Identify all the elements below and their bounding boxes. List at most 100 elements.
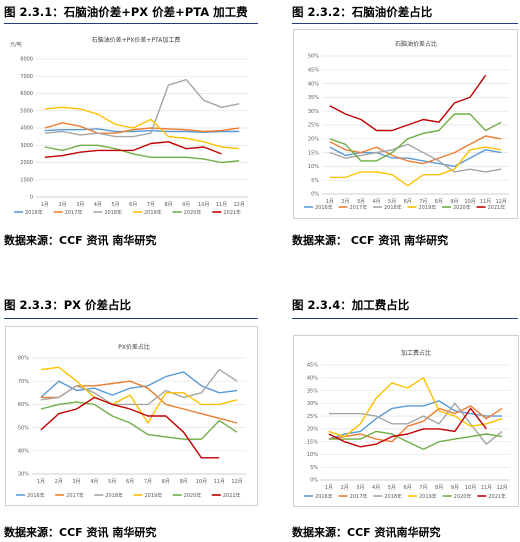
- y-tick-label: 60%: [18, 402, 29, 408]
- x-tick-label: 11月: [480, 199, 491, 205]
- x-tick-label: 10月: [196, 479, 207, 485]
- x-tick-label: 2月: [341, 199, 349, 205]
- x-tick-label: 7月: [147, 202, 155, 208]
- series-line-2018年: [44, 79, 240, 138]
- y-tick-label: 35%: [308, 95, 319, 101]
- legend-label: 2019年: [145, 492, 163, 499]
- x-tick-label: 3月: [357, 199, 365, 205]
- legend-label: 2016年: [315, 204, 333, 211]
- series-line-2016年: [40, 371, 238, 398]
- legend-label: 2020年: [454, 493, 472, 500]
- y-tick-label: 10%: [307, 452, 318, 458]
- series-line-2016年: [44, 128, 240, 134]
- series-line-2020年: [329, 113, 502, 162]
- legend-label: 2018年: [384, 204, 402, 211]
- legend-label: 2017年: [350, 204, 368, 211]
- y-tick-label: 2000: [20, 160, 33, 166]
- x-tick-label: 9月: [450, 199, 458, 205]
- x-tick-label: 1月: [37, 479, 45, 485]
- y-tick-label: 40%: [308, 81, 319, 87]
- chart-3: PX价差占比 30% 40% 50% 60% 70% 80% 1月 2月 3月 4月 5月 6月 7月 8月…: [16, 343, 246, 499]
- legend-label: 2021年: [223, 209, 241, 216]
- series-line-2017年: [44, 122, 240, 134]
- x-tick-label: 9月: [451, 485, 459, 491]
- x-tick-label: 8月: [435, 199, 443, 205]
- x-tick-label: 11月: [216, 202, 227, 208]
- data-source-3: 数据来源：CCF 资讯 南华研究: [4, 526, 157, 539]
- y-tick-label: 80%: [18, 356, 29, 362]
- x-tick-label: 9月: [179, 479, 187, 485]
- y-tick-label: 30%: [307, 401, 318, 407]
- legend-label: 2016年: [315, 493, 333, 500]
- data-source-1: 数据来源：CCF 资讯 南华研究: [4, 234, 157, 247]
- x-tick-label: 12月: [231, 479, 242, 485]
- chart-2: 石脑油价差占比 0% 5% 10% 15% 20% 25% 30% 35% 40% 45% 50% 1月…: [304, 40, 509, 211]
- y-tick-label: 25%: [307, 414, 318, 420]
- legend-label: 2017年: [350, 493, 368, 500]
- x-tick-label: 4月: [372, 485, 380, 491]
- x-tick-label: 4月: [90, 479, 98, 485]
- x-tick-label: 10月: [465, 485, 476, 491]
- y-tick-label: 50%: [308, 54, 319, 60]
- y-tick-label: 50%: [18, 425, 29, 431]
- y-tick-label: 40%: [307, 375, 318, 381]
- x-tick-label: 6月: [129, 202, 137, 208]
- legend-label: 2017年: [66, 492, 84, 499]
- legend-label: 2016年: [25, 209, 43, 216]
- x-tick-label: 5月: [388, 199, 396, 205]
- figure-caption-4: 图 2.3.4：加工费占比: [292, 298, 410, 312]
- x-tick-label: 12月: [496, 485, 507, 491]
- y-tick-label: 5%: [310, 465, 318, 471]
- series-line-2019年: [328, 377, 503, 438]
- series-line-2021年: [44, 141, 222, 158]
- y-tick-label: 3000: [20, 143, 33, 149]
- chart-panel-4: 加工费占比 0% 5% 10% 15% 20% 25% 30% 35% 40% 45% 1月 2月 3月 4…: [293, 335, 519, 507]
- x-tick-label: 2月: [341, 485, 349, 491]
- x-tick-label: 2月: [55, 479, 63, 485]
- data-source-4: 数据来源：CCF 资讯南华研究: [292, 526, 441, 539]
- y-tick-label: 20%: [307, 427, 318, 433]
- x-tick-label: 5月: [111, 202, 119, 208]
- y-tick-label: 30%: [308, 109, 319, 115]
- y-tick-label: 7000: [20, 74, 33, 80]
- legend-label: 2021年: [488, 204, 506, 211]
- series-line-2017年: [329, 135, 502, 165]
- chart-panel-3: PX价差占比 30% 40% 50% 60% 70% 80% 1月 2月 3月 4月 5月 6月 7月 8月…: [5, 326, 258, 506]
- caption-rule-3: [4, 318, 258, 319]
- x-tick-label: 6月: [404, 485, 412, 491]
- series-line-2016年: [328, 400, 503, 440]
- series-line-2020年: [40, 401, 238, 440]
- y-tick-label: 6000: [20, 91, 33, 97]
- x-tick-label: 12月: [233, 202, 244, 208]
- y-tick-label: 10%: [308, 164, 319, 170]
- caption-rule-1: [4, 23, 258, 24]
- figure-caption-3: 图 2.3.3：PX 价差占比: [4, 298, 132, 312]
- series-line-2018年: [329, 143, 502, 173]
- x-tick-label: 6月: [404, 199, 412, 205]
- x-tick-label: 1月: [41, 202, 49, 208]
- x-tick-label: 4月: [94, 202, 102, 208]
- y-tick-label: 15%: [307, 439, 318, 445]
- y-tick-label: 45%: [308, 68, 319, 74]
- y-tick-label: 0%: [311, 192, 319, 198]
- y-tick-label: 45%: [307, 363, 318, 369]
- y-tick-label: 35%: [307, 388, 318, 394]
- series-line-2020年: [44, 144, 240, 164]
- x-tick-label: 4月: [372, 199, 380, 205]
- y-tick-label: 0: [30, 195, 33, 201]
- legend-label: 2018年: [384, 493, 402, 500]
- chart-4: 加工费占比 0% 5% 10% 15% 20% 25% 30% 35% 40% 45% 1月 2月 3月 4…: [304, 349, 510, 500]
- chart-title: 加工费占比: [401, 349, 431, 357]
- y-tick-label: 25%: [308, 123, 319, 129]
- caption-rule-2: [292, 23, 518, 24]
- x-tick-label: 3月: [356, 485, 364, 491]
- legend-label: 2020年: [453, 204, 471, 211]
- y-tick-label: 40%: [18, 449, 29, 455]
- x-tick-label: 3月: [72, 479, 80, 485]
- series-line-2019年: [40, 366, 238, 424]
- series-line-2021年: [40, 396, 220, 459]
- legend-label: 2018年: [104, 209, 122, 216]
- chart-title: 石脑油价差占比: [395, 40, 437, 48]
- x-tick-label: 7月: [419, 199, 427, 205]
